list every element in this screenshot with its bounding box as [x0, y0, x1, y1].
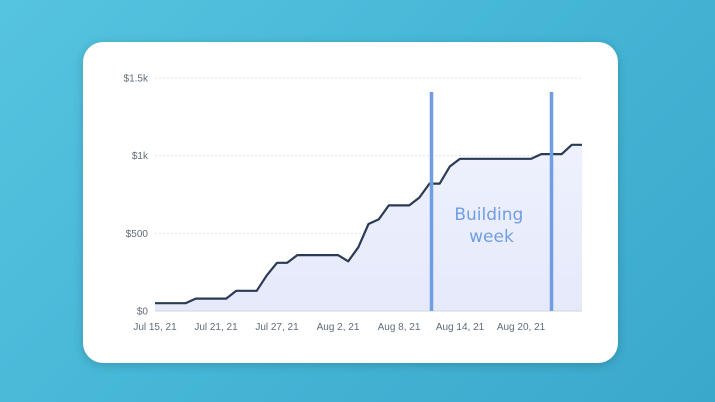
- x-tick-label: Aug 8, 21: [378, 322, 421, 333]
- area-fill: [155, 144, 582, 311]
- x-tick-label: Jul 15, 21: [133, 322, 177, 333]
- y-tick-label: $1.5k: [124, 74, 149, 85]
- y-axis-tick-labels: $0 $500 $1k $1.5k: [124, 74, 149, 318]
- annotation-label-line-2: week: [469, 227, 514, 247]
- y-tick-label: $1k: [132, 151, 149, 162]
- y-tick-label: $0: [137, 307, 149, 318]
- annotation-label: Building week: [454, 205, 528, 247]
- annotation-label-line-1: Building: [454, 205, 523, 225]
- x-tick-label: Jul 27, 21: [255, 322, 299, 333]
- series-line: [155, 143, 582, 305]
- annotation-lines: [429, 92, 554, 311]
- x-tick-label: Aug 2, 21: [317, 322, 360, 333]
- x-tick-label: Jul 21, 21: [194, 322, 238, 333]
- x-tick-label: Aug 14, 21: [436, 322, 485, 333]
- y-tick-label: $500: [126, 229, 149, 240]
- x-tick-label: Aug 20, 21: [497, 322, 546, 333]
- x-axis-tick-labels: Jul 15, 21 Jul 21, 21 Jul 27, 21 Aug 2, 21 A…: [133, 322, 545, 333]
